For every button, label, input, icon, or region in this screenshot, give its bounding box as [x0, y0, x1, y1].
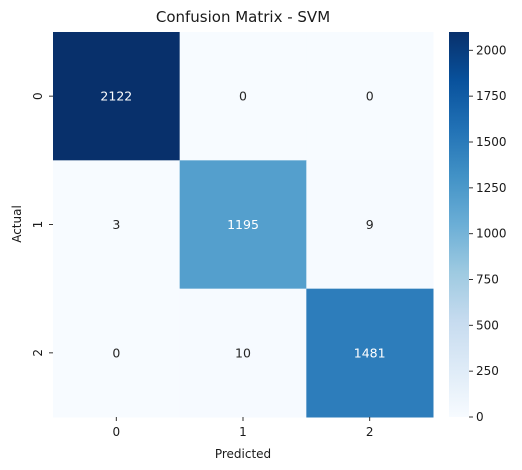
y-axis-label: Actual [10, 205, 24, 243]
colorbar-tick-label: 250 [476, 364, 499, 378]
cell-value-label: 3 [112, 217, 120, 232]
cell-value-label: 1195 [227, 217, 259, 232]
heatmap-cell [53, 32, 181, 161]
heatmap-annotations: 2122 0 0 3 1195 9 0 10 1481 [100, 89, 385, 361]
x-tick-label: 2 [366, 425, 374, 439]
cell-value-label: 0 [366, 89, 374, 104]
heatmap-cell [53, 288, 181, 418]
y-tick-label: 1 [31, 221, 45, 229]
colorbar-tick-label: 1750 [476, 89, 507, 103]
x-tick-label: 1 [239, 425, 247, 439]
colorbar-tick-label: 2000 [476, 43, 507, 57]
heatmap-cell [306, 32, 434, 161]
cell-value-label: 10 [235, 345, 251, 360]
cell-value-label: 9 [366, 217, 374, 232]
chart-title: Confusion Matrix - SVM [156, 8, 330, 26]
cell-value-label: 2122 [100, 89, 132, 104]
x-axis: 0 1 2 [113, 417, 374, 439]
colorbar-tick-label: 1250 [476, 181, 507, 195]
cell-value-label: 1481 [354, 345, 386, 360]
colorbar-tick-label: 1500 [476, 135, 507, 149]
x-axis-label: Predicted [215, 447, 271, 461]
colorbar-tick-label: 750 [476, 273, 499, 287]
y-axis: 0 1 2 [31, 92, 53, 357]
colorbar [449, 32, 469, 417]
y-tick-label: 0 [31, 92, 45, 100]
heatmap-cell [306, 288, 434, 418]
colorbar-tick-label: 500 [476, 318, 499, 332]
heatmap-cell [179, 32, 307, 161]
heatmap-cells [53, 32, 434, 418]
heatmap-cell [53, 160, 181, 290]
colorbar-tick-label: 0 [476, 410, 484, 424]
cell-value-label: 0 [239, 89, 247, 104]
colorbar-tick-label: 1000 [476, 227, 507, 241]
x-tick-label: 0 [113, 425, 121, 439]
colorbar-ticks: 0 250 500 750 1000 1250 1500 1750 2000 [469, 43, 507, 424]
heatmap-cell [179, 160, 307, 290]
heatmap-cell [306, 160, 434, 290]
heatmap-cell [179, 288, 307, 418]
cell-value-label: 0 [112, 345, 120, 360]
y-tick-label: 2 [31, 349, 45, 357]
